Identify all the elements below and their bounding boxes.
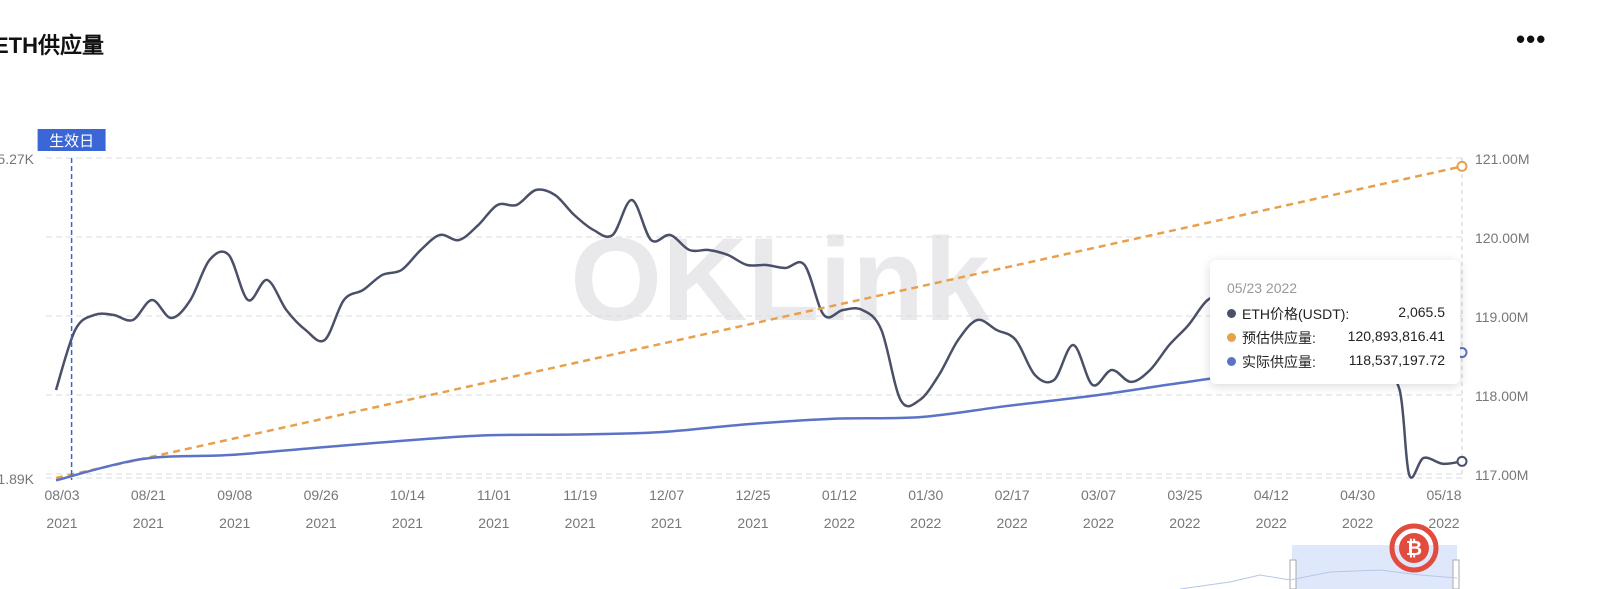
tooltip-row-estimated: 预估供应量: 120,893,816.41	[1227, 328, 1445, 350]
legend-dot-icon	[1227, 309, 1236, 318]
x-axis-tick: 03/07	[1081, 487, 1116, 503]
estimated-supply-line-end-marker	[1456, 160, 1468, 172]
tooltip-label: ETH价格(USDT):	[1242, 306, 1350, 322]
x-axis-tick: 11/19	[563, 487, 597, 503]
x-axis-tick: 2021	[306, 515, 337, 531]
more-horizontal-icon[interactable]: •••	[1516, 24, 1547, 54]
x-axis-tick: 2021	[392, 515, 423, 531]
tooltip-label: 预估供应量:	[1242, 330, 1316, 346]
tooltip-value: 118,537,197.72	[1348, 352, 1445, 368]
tooltip-value: 120,893,816.41	[1347, 328, 1445, 344]
x-axis-tick: 12/25	[735, 487, 770, 503]
tooltip: 05/23 2022 ETH价格(USDT): 2,065.5 预估供应量: 120…	[1210, 260, 1460, 384]
x-axis-tick: 2021	[133, 515, 164, 531]
x-axis-tick: 2022	[824, 515, 855, 531]
estimated-supply-line	[55, 165, 1463, 480]
effective-date-label: 生效日	[49, 133, 94, 150]
tooltip-date: 05/23 2022	[1227, 280, 1298, 296]
legend-dot-icon	[1227, 357, 1236, 366]
slider-handle-right[interactable]	[1452, 559, 1460, 589]
legend-dot-icon	[1227, 333, 1236, 342]
left-axis-tick: 5.27K	[0, 151, 35, 167]
x-axis-tick: 2021	[565, 515, 596, 531]
x-axis-tick: 01/12	[822, 487, 857, 503]
x-axis-tick: 04/12	[1254, 487, 1289, 503]
x-axis-tick: 11/01	[477, 487, 511, 503]
datazoom-slider[interactable]	[1179, 545, 1460, 589]
tooltip-label: 实际供应量:	[1242, 354, 1316, 370]
x-axis-tick: 08/21	[131, 487, 166, 503]
x-axis-tick: 2022	[1428, 515, 1459, 531]
watermark: OKLink	[570, 214, 990, 346]
tooltip-value: 2,065.5	[1398, 304, 1445, 320]
x-axis-tick: 09/08	[217, 487, 252, 503]
slider-handle-left[interactable]	[1289, 559, 1297, 589]
x-axis-tick: 2022	[1342, 515, 1373, 531]
tooltip-row-actual: 实际供应量: 118,537,197.72	[1227, 352, 1445, 374]
effective-date-badge	[37, 129, 106, 151]
x-axis-tick: 2021	[478, 515, 509, 531]
price-line-end-marker	[1456, 455, 1468, 467]
slider-window[interactable]	[1292, 545, 1457, 589]
right-axis-tick: 118.00M	[1475, 388, 1528, 404]
x-axis-tick: 09/26	[304, 487, 339, 503]
right-axis-tick: 121.00M	[1475, 151, 1529, 167]
x-axis-tick: 2022	[1083, 515, 1114, 531]
right-axis-tick: 119.00M	[1475, 309, 1528, 325]
bitcoin-logo: ₿	[1389, 523, 1439, 573]
tooltip-row-price: ETH价格(USDT): 2,065.5	[1227, 304, 1445, 326]
x-axis-tick: 08/03	[44, 487, 79, 503]
x-axis-tick: 10/14	[390, 487, 425, 503]
x-axis-tick: 03/25	[1167, 487, 1202, 503]
x-axis-tick: 2021	[46, 515, 77, 531]
right-axis-tick: 120.00M	[1475, 230, 1529, 246]
x-axis-tick: 05/18	[1426, 487, 1461, 503]
x-axis-tick: 2022	[1169, 515, 1200, 531]
svg-text:₿: ₿	[1406, 538, 1422, 560]
x-axis-tick: 2021	[219, 515, 250, 531]
slider-preview-line	[1179, 569, 1458, 589]
x-axis-tick: 2022	[997, 515, 1028, 531]
x-axis-tick: 2021	[651, 515, 682, 531]
left-axis-tick: 1.89K	[0, 471, 35, 487]
x-axis-tick: 02/17	[995, 487, 1030, 503]
right-axis-tick: 117.00M	[1475, 467, 1528, 483]
x-axis-tick: 04/30	[1340, 487, 1375, 503]
x-axis-tick: 01/30	[908, 487, 943, 503]
x-axis-tick: 2021	[737, 515, 768, 531]
x-axis-tick: 2022	[1256, 515, 1287, 531]
x-axis-tick: 12/07	[649, 487, 684, 503]
chart-title: ETH供应量	[0, 33, 105, 58]
x-axis-tick: 2022	[910, 515, 941, 531]
